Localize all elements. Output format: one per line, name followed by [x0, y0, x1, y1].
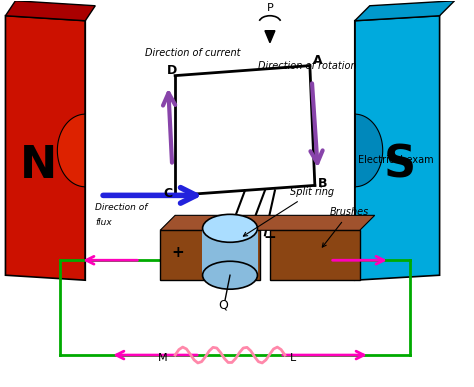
Text: P: P — [266, 3, 273, 13]
Polygon shape — [202, 228, 258, 275]
Text: +: + — [172, 245, 184, 260]
Polygon shape — [6, 16, 85, 280]
Polygon shape — [160, 230, 260, 280]
Polygon shape — [355, 1, 455, 21]
Text: S: S — [383, 144, 416, 187]
Text: N: N — [20, 144, 57, 187]
Text: Direction of: Direction of — [95, 203, 148, 212]
Text: C: C — [163, 187, 172, 200]
Polygon shape — [160, 215, 375, 230]
Text: Direction of current: Direction of current — [145, 48, 241, 58]
Text: Q: Q — [218, 299, 228, 312]
Text: Direction of rotation: Direction of rotation — [258, 61, 356, 70]
Polygon shape — [265, 31, 275, 43]
Text: A: A — [313, 54, 322, 67]
Polygon shape — [270, 230, 360, 280]
Text: Electrical-exam: Electrical-exam — [358, 156, 433, 166]
Text: D: D — [167, 63, 177, 77]
Text: M: M — [157, 353, 167, 363]
Polygon shape — [355, 21, 383, 280]
Text: flux: flux — [95, 218, 112, 227]
Polygon shape — [6, 1, 95, 21]
Polygon shape — [57, 21, 85, 280]
Polygon shape — [355, 16, 439, 280]
Ellipse shape — [202, 214, 257, 242]
Text: Brushes: Brushes — [322, 207, 369, 247]
Text: B: B — [318, 177, 328, 190]
Text: L: L — [290, 353, 296, 363]
Text: Split ring: Split ring — [243, 187, 334, 236]
Ellipse shape — [202, 261, 257, 289]
Text: −: − — [264, 230, 276, 245]
